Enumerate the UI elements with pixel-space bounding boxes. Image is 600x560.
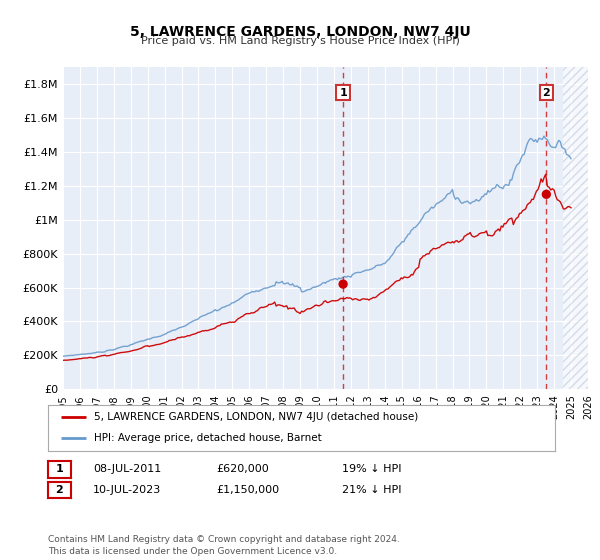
Text: 5, LAWRENCE GARDENS, LONDON, NW7 4JU (detached house): 5, LAWRENCE GARDENS, LONDON, NW7 4JU (de… xyxy=(94,412,418,422)
Text: £620,000: £620,000 xyxy=(216,464,269,474)
Text: 2: 2 xyxy=(56,485,63,495)
Text: 10-JUL-2023: 10-JUL-2023 xyxy=(93,485,161,495)
Text: 5, LAWRENCE GARDENS, LONDON, NW7 4JU: 5, LAWRENCE GARDENS, LONDON, NW7 4JU xyxy=(130,25,470,39)
Bar xyxy=(563,67,588,389)
Text: Contains HM Land Registry data © Crown copyright and database right 2024.
This d: Contains HM Land Registry data © Crown c… xyxy=(48,535,400,556)
Text: 08-JUL-2011: 08-JUL-2011 xyxy=(93,464,161,474)
Text: 2: 2 xyxy=(542,87,550,97)
Text: HPI: Average price, detached house, Barnet: HPI: Average price, detached house, Barn… xyxy=(94,433,322,444)
Point xyxy=(338,279,348,288)
Text: 21% ↓ HPI: 21% ↓ HPI xyxy=(342,485,401,495)
Bar xyxy=(563,67,588,389)
Point xyxy=(542,190,551,199)
Text: 19% ↓ HPI: 19% ↓ HPI xyxy=(342,464,401,474)
Text: 1: 1 xyxy=(56,464,63,474)
Text: Price paid vs. HM Land Registry's House Price Index (HPI): Price paid vs. HM Land Registry's House … xyxy=(140,36,460,46)
Text: 1: 1 xyxy=(339,87,347,97)
Text: £1,150,000: £1,150,000 xyxy=(216,485,279,495)
